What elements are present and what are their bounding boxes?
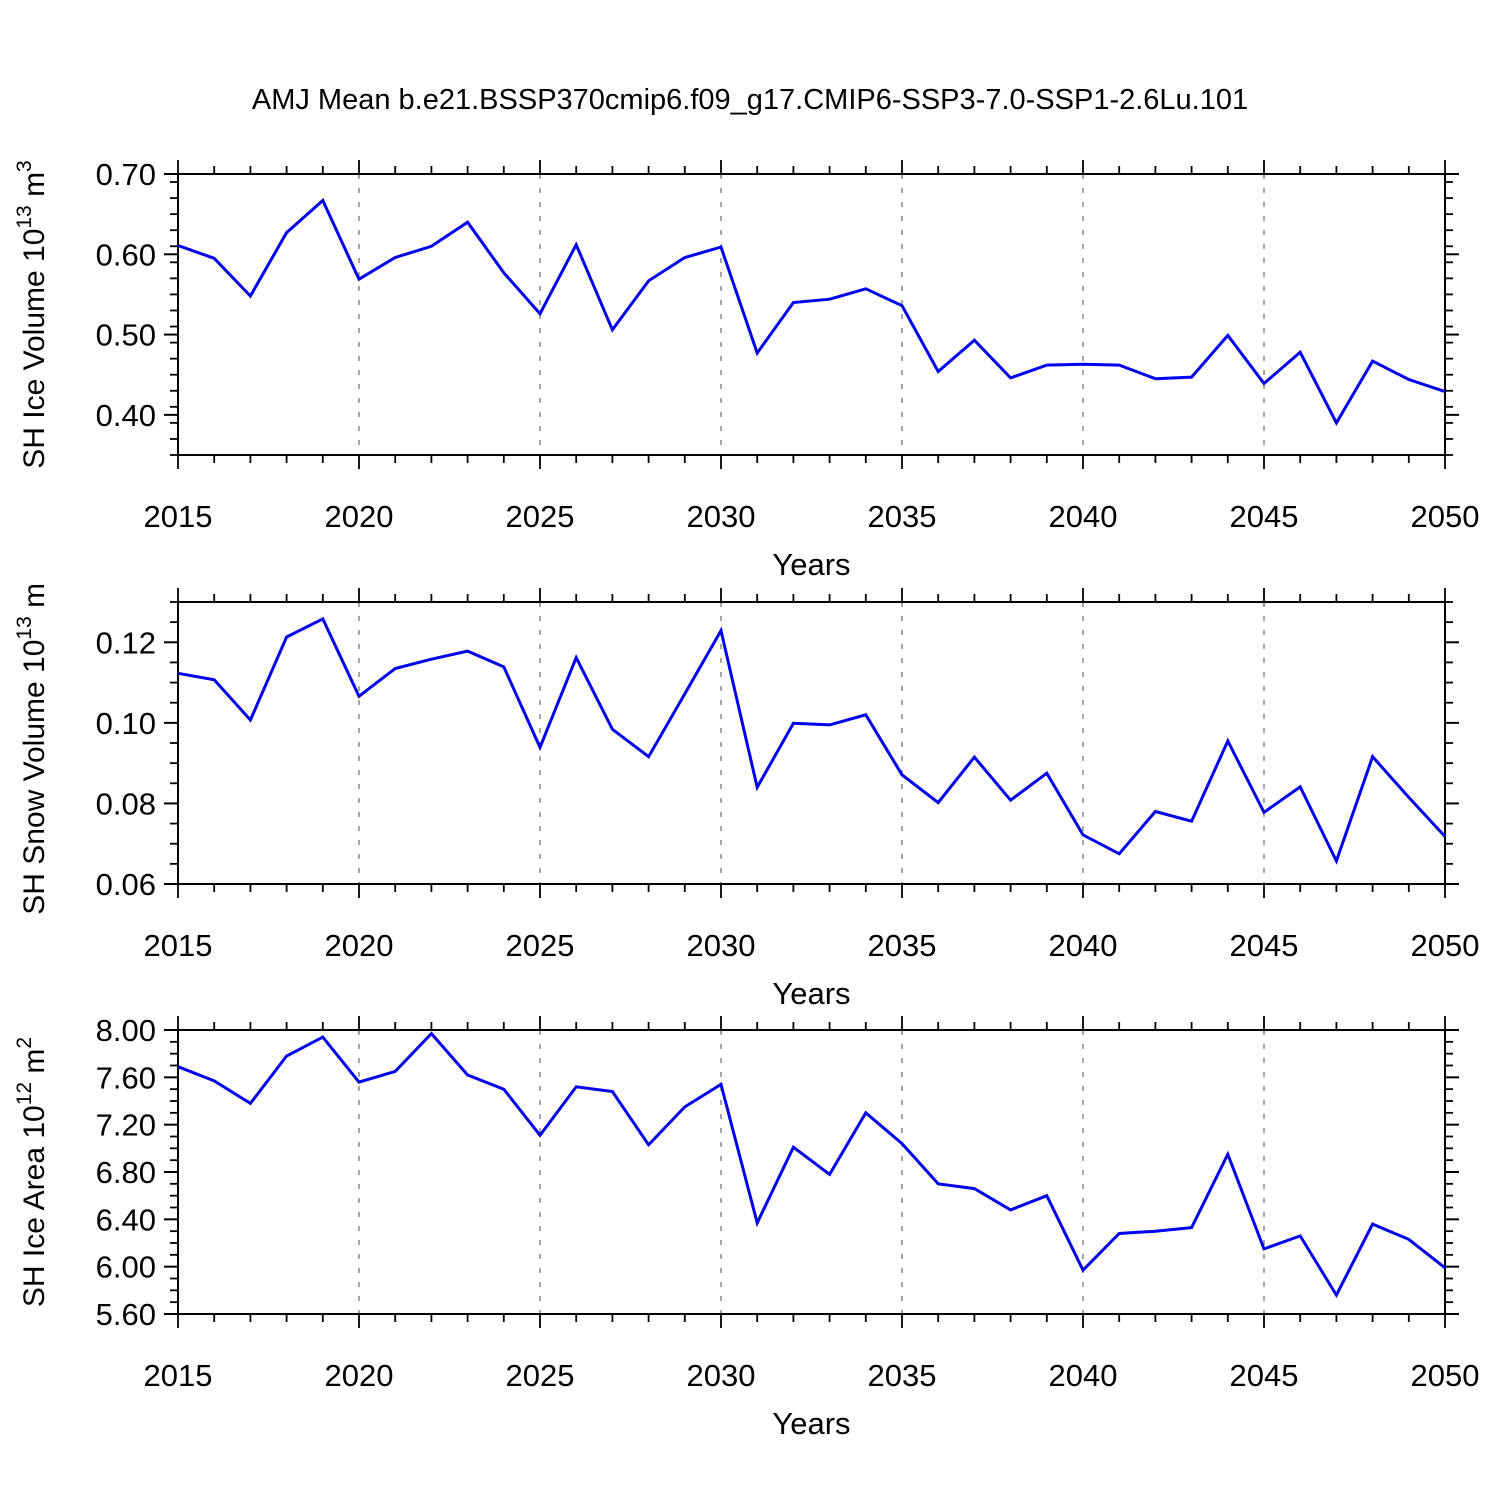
y-tick-label: 0.70 bbox=[96, 157, 156, 192]
x-tick-label: 2040 bbox=[1049, 1358, 1118, 1393]
x-tick-label: 2050 bbox=[1411, 499, 1480, 534]
x-tick-label: 2035 bbox=[868, 1358, 937, 1393]
y-tick-label: 0.08 bbox=[96, 786, 156, 821]
sh-ice-area-chart: 5.60 6.00 6.40 6.80 7.20 7.60 8.00 2015 2020 2025… bbox=[13, 1013, 1480, 1441]
x-tick-label: 2020 bbox=[325, 928, 394, 963]
y-axis-title: SH Ice Volume 1013 m3 bbox=[13, 160, 51, 469]
x-tick-label: 2015 bbox=[144, 1358, 213, 1393]
y-tick-label: 7.20 bbox=[96, 1108, 156, 1143]
y-tick-label: 7.60 bbox=[96, 1060, 156, 1095]
x-tick-label: 2035 bbox=[868, 928, 937, 963]
y-tick-label: 8.00 bbox=[96, 1013, 156, 1048]
y-tick-label: 0.10 bbox=[96, 706, 156, 741]
chart-title: AMJ Mean b.e21.BSSP370cmip6.f09_g17.CMIP… bbox=[251, 84, 1249, 116]
x-tick-label: 2050 bbox=[1411, 928, 1480, 963]
data-line bbox=[177, 616, 1447, 865]
data-line bbox=[177, 1031, 1446, 1299]
x-tick-label: 2020 bbox=[325, 499, 394, 534]
y-tick-label: 6.40 bbox=[96, 1202, 156, 1237]
x-axis-title: Years bbox=[772, 976, 850, 1011]
x-tick-label: 2045 bbox=[1230, 1358, 1299, 1393]
y-tick-label: 6.80 bbox=[96, 1155, 156, 1190]
y-axis-title: SH Ice Area 1012 m2 bbox=[13, 1037, 51, 1307]
y-tick-label: 0.06 bbox=[96, 867, 156, 902]
x-tick-label: 2040 bbox=[1049, 499, 1118, 534]
y-tick-label: 0.40 bbox=[96, 398, 156, 433]
x-tick-label: 2030 bbox=[687, 499, 756, 534]
x-tick-label: 2025 bbox=[506, 928, 575, 963]
x-tick-label: 2030 bbox=[687, 1358, 756, 1393]
x-tick-label: 2025 bbox=[506, 499, 575, 534]
x-tick-label: 2045 bbox=[1230, 499, 1299, 534]
y-tick-label: 6.00 bbox=[96, 1250, 156, 1285]
x-tick-label: 2020 bbox=[325, 1358, 394, 1393]
x-axis-title: Years bbox=[772, 547, 850, 582]
y-axis-title: SH Snow Volume 1013 m3 bbox=[13, 585, 51, 915]
y-tick-label: 0.60 bbox=[96, 237, 156, 272]
plot-box bbox=[177, 1029, 1446, 1315]
plot-box bbox=[177, 173, 1446, 456]
x-tick-label: 2015 bbox=[144, 499, 213, 534]
y-tick-label: 0.50 bbox=[96, 318, 156, 353]
data-line bbox=[177, 198, 1446, 427]
x-tick-label: 2040 bbox=[1049, 928, 1118, 963]
x-tick-label: 2045 bbox=[1230, 928, 1299, 963]
y-tick-label: 5.60 bbox=[96, 1297, 156, 1332]
x-tick-label: 2030 bbox=[687, 928, 756, 963]
y-tick-label: 0.12 bbox=[96, 625, 156, 660]
plot-box bbox=[177, 601, 1446, 885]
x-axis-title: Years bbox=[772, 1406, 850, 1441]
x-tick-label: 2025 bbox=[506, 1358, 575, 1393]
x-tick-label: 2050 bbox=[1411, 1358, 1480, 1393]
sh-ice-volume-chart: 0.40 0.50 0.60 0.70 2015 2020 2025 2030 2035 2040… bbox=[13, 157, 1480, 582]
x-tick-label: 2035 bbox=[868, 499, 937, 534]
sh-snow-volume-chart: 0.06 0.08 0.10 0.12 2015 2020 2025 2030 2035 2040… bbox=[13, 585, 1480, 1011]
x-tick-label: 2015 bbox=[144, 928, 213, 963]
